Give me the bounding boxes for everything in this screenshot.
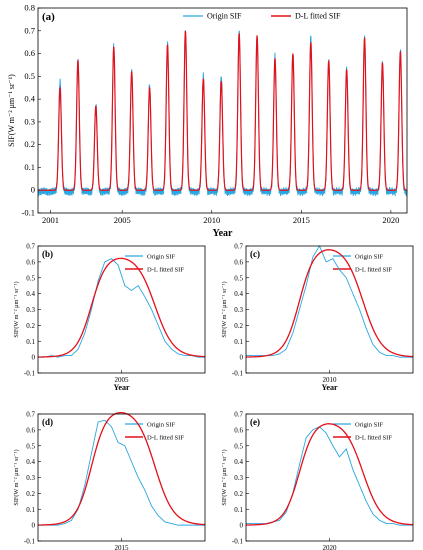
- x-tick-label: 2010: [323, 376, 338, 384]
- x-axis-label: Year: [322, 383, 338, 392]
- plot-frame: [37, 413, 206, 542]
- y-axis-label: SIF(W m⁻² μm⁻¹ sr⁻¹): [7, 74, 16, 147]
- x-tick-label: 2020: [323, 544, 338, 550]
- y-tick-label: 0.5: [26, 442, 35, 450]
- x-tick-label: 2001: [42, 215, 59, 225]
- y-tick-label: 0.7: [26, 411, 35, 419]
- plot-frame: [245, 413, 414, 542]
- legend-label-fitted: D-L fitted SIF: [147, 435, 184, 442]
- y-tick-label: 0.8: [24, 3, 35, 13]
- y-tick-label: 0.3: [26, 474, 35, 482]
- y-tick-label: 0.6: [26, 426, 35, 434]
- series-origin-line: [38, 258, 205, 358]
- y-tick-label: 0.4: [234, 290, 243, 298]
- legend-label-fitted: D-L fitted SIF: [355, 267, 392, 274]
- panel-label: (b): [42, 249, 53, 259]
- series-fitted-line: [37, 411, 206, 526]
- x-tick-label: 2005: [114, 215, 131, 225]
- panel-e: -0.1 0 0.1 0.2 0.3 0.4 0.5 0.6 0.7 SIF(W m⁻² μm⁻¹…: [221, 411, 414, 550]
- panel-label: (e): [250, 417, 260, 427]
- plot-frame: [37, 7, 408, 214]
- y-tick-label: 0.5: [234, 274, 243, 282]
- legend-label-origin: Origin SIF: [355, 254, 383, 261]
- y-axis-label: SIF(W m⁻² μm⁻¹ sr⁻¹): [13, 281, 20, 337]
- series-fitted-line: [245, 423, 414, 526]
- series-origin-line: [38, 419, 205, 526]
- panel-a: -0.1 0 0.1 0.2 0.3 0.4 0.5 0.6 0.7 0.8 SIF(W m⁻² μ…: [7, 3, 408, 239]
- y-tick-label: 0.4: [24, 94, 35, 104]
- x-axis-label: Year: [114, 383, 130, 392]
- y-tick-label: 0: [32, 354, 36, 362]
- y-tick-label: 0.7: [234, 243, 243, 251]
- y-tick-label: 0.1: [26, 338, 35, 346]
- y-tick-label: 0.2: [26, 322, 35, 330]
- y-tick-label: -0.1: [24, 538, 36, 546]
- legend-label-origin: Origin SIF: [207, 12, 242, 21]
- series-fitted-line: [38, 30, 407, 191]
- y-tick-label: -0.1: [232, 370, 244, 378]
- y-axis-label: SIF(W m⁻² μm⁻¹ sr⁻¹): [221, 449, 228, 505]
- y-tick-label: 0.1: [234, 506, 243, 514]
- y-tick-label: 0.2: [234, 322, 243, 330]
- legend-label-fitted: D-L fitted SIF: [355, 435, 392, 442]
- plot-frame: [37, 245, 206, 374]
- legend-label-origin: Origin SIF: [147, 254, 175, 261]
- series-fitted-line: [37, 257, 206, 358]
- panel-label: (a): [42, 11, 55, 23]
- y-tick-label: 0.1: [24, 162, 35, 172]
- y-tick-label: 0.7: [26, 243, 35, 251]
- y-tick-label: 0.4: [26, 290, 35, 298]
- y-tick-label: 0.6: [234, 426, 243, 434]
- y-tick-label: 0.1: [26, 506, 35, 514]
- x-tick-label: 2010: [203, 215, 220, 225]
- panel-c: -0.1 0 0.1 0.2 0.3 0.4 0.5 0.6 0.7 SIF(W m⁻² μm⁻¹…: [221, 243, 414, 392]
- y-tick-label: 0.3: [234, 306, 243, 314]
- x-axis-label: Year: [213, 228, 234, 239]
- series-fitted-line: [245, 249, 414, 358]
- y-tick-label: 0: [32, 522, 36, 530]
- y-tick-label: 0.2: [234, 490, 243, 498]
- y-tick-label: 0.6: [26, 258, 35, 266]
- y-tick-label: 0.4: [234, 458, 243, 466]
- y-tick-label: 0.5: [234, 442, 243, 450]
- panel-d: -0.1 0 0.1 0.2 0.3 0.4 0.5 0.6 0.7 SIF(W m⁻² μm⁻¹…: [13, 411, 206, 550]
- y-tick-label: 0: [31, 185, 35, 195]
- y-tick-label: 0: [240, 522, 244, 530]
- legend-label-origin: Origin SIF: [355, 422, 383, 429]
- y-tick-label: 0.2: [24, 139, 35, 149]
- y-tick-label: 0.7: [234, 411, 243, 419]
- y-tick-label: 0.3: [26, 306, 35, 314]
- x-tick-label: 2005: [115, 376, 130, 384]
- panel-label: (c): [250, 249, 260, 259]
- legend-label-fitted: D-L fitted SIF: [147, 267, 184, 274]
- y-axis-label: SIF(W m⁻² μm⁻¹ sr⁻¹): [221, 281, 228, 337]
- y-tick-label: 0.5: [24, 71, 35, 81]
- y-tick-label: 0.3: [24, 116, 35, 126]
- y-tick-label: -0.1: [24, 370, 36, 378]
- panel-b: -0.1 0 0.1 0.2 0.3 0.4 0.5 0.6 0.7 SIF(W m⁻² μm⁻¹…: [13, 243, 206, 392]
- y-tick-label: 0: [240, 354, 244, 362]
- legend-label-origin: Origin SIF: [147, 422, 175, 429]
- y-tick-label: -0.1: [232, 538, 244, 546]
- y-tick-label: 0.5: [26, 274, 35, 282]
- plot-frame: [245, 245, 414, 374]
- x-tick-label: 2020: [382, 215, 399, 225]
- y-tick-label: 0.6: [234, 258, 243, 266]
- y-tick-label: 0.6: [24, 48, 35, 58]
- x-tick-label: 2015: [115, 544, 130, 550]
- series-origin-line: [246, 245, 413, 358]
- panel-label: (d): [42, 417, 53, 427]
- y-tick-label: 0.7: [24, 25, 35, 35]
- y-tick-label: 0.2: [26, 490, 35, 498]
- legend-label-fitted: D-L fitted SIF: [295, 12, 341, 21]
- y-tick-label: 0.4: [26, 458, 35, 466]
- y-tick-label: 0.3: [234, 474, 243, 482]
- y-tick-label: 0.1: [234, 338, 243, 346]
- x-tick-label: 2015: [293, 215, 310, 225]
- y-axis-label: SIF(W m⁻² μm⁻¹ sr⁻¹): [13, 449, 20, 505]
- y-tick-label: -0.1: [22, 208, 35, 218]
